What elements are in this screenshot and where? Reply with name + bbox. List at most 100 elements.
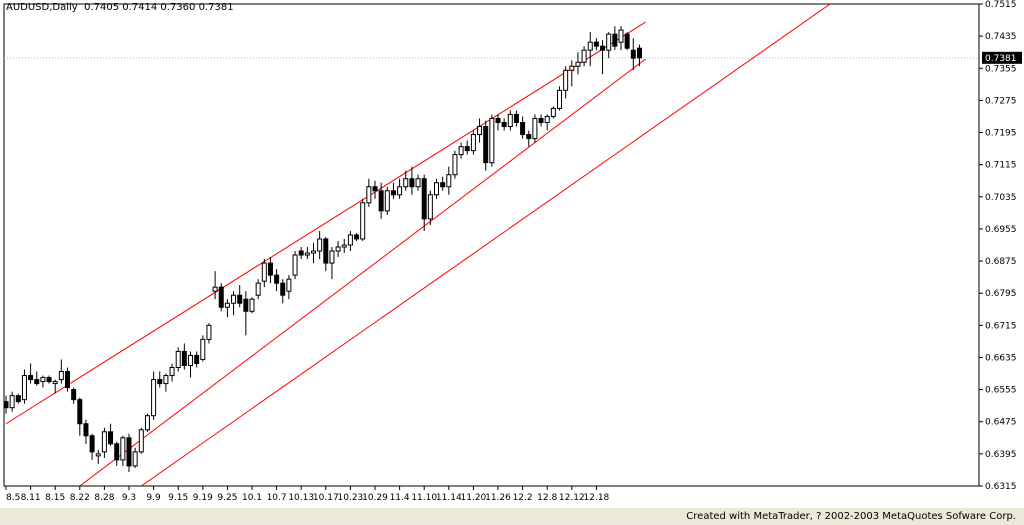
y-tick-label: 0.7355 xyxy=(985,64,1017,74)
candle-body xyxy=(569,65,575,71)
candle-body xyxy=(335,246,341,252)
candle-body xyxy=(587,41,593,51)
candle xyxy=(446,166,452,195)
x-tick-label: 12.8 xyxy=(537,493,557,503)
x-tick-label: 8.5 xyxy=(6,493,20,503)
channel-line-lower xyxy=(141,4,831,486)
candle xyxy=(181,343,187,370)
candle-body xyxy=(292,254,298,276)
candle xyxy=(144,413,150,432)
x-tick-label: 8.15 xyxy=(45,493,65,503)
candle xyxy=(532,114,538,143)
candle-body xyxy=(65,371,70,389)
candle-body xyxy=(341,244,347,248)
candle-body xyxy=(513,113,519,123)
candle xyxy=(206,323,212,344)
candles-group xyxy=(3,26,642,472)
y-tick-label: 0.7195 xyxy=(985,129,1017,139)
candle-body xyxy=(89,435,95,453)
candle xyxy=(624,32,630,51)
candle xyxy=(323,236,329,272)
x-tick-label: 10.29 xyxy=(362,493,388,503)
candle-body xyxy=(440,182,446,188)
candle-body xyxy=(249,298,255,312)
candle xyxy=(587,32,593,67)
candle xyxy=(557,86,562,111)
candle xyxy=(513,110,519,127)
x-axis-ticks: 8.5 8.11 8.15 8.22 8.28 9.3 9.9 9.15 9.19 9.25 10.… xyxy=(5,486,610,503)
plot-frame xyxy=(3,3,980,487)
candle xyxy=(274,269,280,292)
candle xyxy=(292,251,298,280)
candle-body xyxy=(206,324,212,340)
candle xyxy=(427,190,433,225)
candle-body xyxy=(157,379,163,385)
candle xyxy=(298,247,304,260)
candle-body xyxy=(298,250,304,256)
candle-body xyxy=(274,274,280,284)
candle xyxy=(452,150,458,179)
candle xyxy=(526,130,532,147)
y-tick-label: 0.7035 xyxy=(985,193,1017,203)
candle xyxy=(520,116,526,139)
candle xyxy=(354,232,360,241)
y-tick-label: 0.7275 xyxy=(985,96,1017,106)
candle-body xyxy=(46,377,52,383)
channel-lines xyxy=(5,4,831,486)
candle xyxy=(58,359,64,384)
x-tick-label: 8.28 xyxy=(94,493,114,503)
candle-body xyxy=(624,33,630,49)
candle-body xyxy=(218,286,224,308)
candle-body xyxy=(194,354,200,364)
x-tick-label: 9.19 xyxy=(193,493,213,503)
candle xyxy=(200,335,206,362)
candle-body xyxy=(415,178,421,188)
candle-body xyxy=(163,375,169,385)
y-tick-label: 0.6555 xyxy=(985,386,1017,396)
candlestick-chart: 0.7515 0.7435 0.7355 0.7275 0.7195 0.7115 0.70… xyxy=(3,0,1022,503)
candle xyxy=(397,178,403,199)
candle xyxy=(538,114,544,127)
candle-body xyxy=(390,190,396,196)
candle-body xyxy=(397,186,403,196)
x-tick-label: 8.11 xyxy=(21,493,41,503)
chart-axes xyxy=(3,3,980,487)
candle-body xyxy=(169,367,175,377)
current-price-tag: 0.7381 xyxy=(982,51,1022,64)
candle-body xyxy=(83,423,89,437)
candle-body xyxy=(3,401,9,409)
candle xyxy=(415,174,421,191)
candle xyxy=(40,375,46,388)
candle-body xyxy=(606,33,612,51)
candle xyxy=(501,118,507,131)
candle-body xyxy=(181,350,187,367)
candle xyxy=(267,257,273,284)
x-tick-label: 10.7 xyxy=(267,493,287,503)
candle-body xyxy=(477,126,483,136)
candle xyxy=(28,363,34,384)
x-tick-label: 10.17 xyxy=(313,493,339,503)
candle-body xyxy=(40,377,46,383)
candle xyxy=(434,178,439,199)
candle-body xyxy=(28,375,34,381)
candle xyxy=(95,449,101,464)
candle-body xyxy=(267,262,273,276)
candle-body xyxy=(489,117,495,164)
candle xyxy=(366,178,372,207)
candle-body xyxy=(354,234,360,240)
candle-body xyxy=(21,375,27,401)
candle-body xyxy=(581,49,587,63)
x-tick-label: 12.12 xyxy=(559,493,585,503)
y-tick-label: 0.6635 xyxy=(985,353,1017,363)
candle-body xyxy=(526,134,532,140)
candle xyxy=(372,180,378,199)
candle-body xyxy=(532,117,538,140)
candle-body xyxy=(138,429,144,453)
candle xyxy=(384,186,390,215)
candle xyxy=(390,182,396,199)
candle-body xyxy=(243,298,249,312)
candle-body xyxy=(15,395,21,403)
candle xyxy=(132,447,138,468)
candle xyxy=(9,391,15,412)
candle-body xyxy=(550,107,556,117)
